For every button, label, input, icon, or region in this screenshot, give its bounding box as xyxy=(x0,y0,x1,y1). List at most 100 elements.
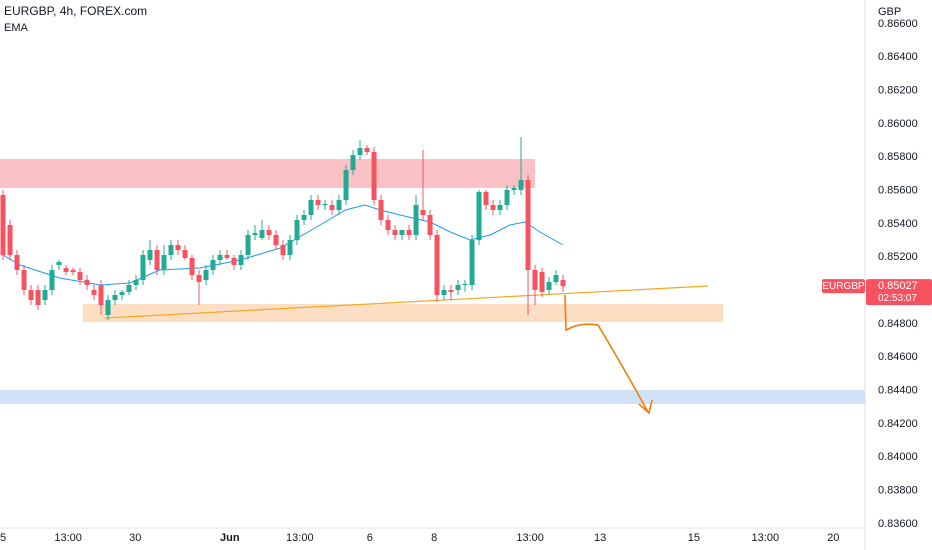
x-tick-label: 13:00 xyxy=(54,532,82,544)
candle-body xyxy=(483,192,489,205)
candle-body xyxy=(203,270,209,280)
plot-area xyxy=(0,137,865,404)
candle-body xyxy=(224,255,230,258)
candle-body xyxy=(469,240,475,285)
candle-body xyxy=(539,272,545,292)
candle-body xyxy=(70,270,76,272)
candle-body xyxy=(119,292,125,295)
candle-body xyxy=(252,233,258,235)
x-tick-label: 30 xyxy=(129,532,141,544)
candle-body xyxy=(126,285,132,292)
candle-body xyxy=(35,290,41,305)
candle-body xyxy=(399,230,405,235)
y-tick-label: 0.86400 xyxy=(878,51,918,63)
candle-body xyxy=(287,240,293,255)
candle-body xyxy=(0,195,6,255)
candle-body xyxy=(77,272,83,280)
candle-body xyxy=(301,215,307,220)
candle-body xyxy=(462,284,468,285)
chart-title: EURGBP, 4h, FOREX.com xyxy=(4,4,147,18)
x-tick-label: 13 xyxy=(594,532,606,544)
candle-body xyxy=(112,295,118,300)
candle-body xyxy=(357,148,363,155)
x-tick-label: 20 xyxy=(827,532,839,544)
candle-body xyxy=(84,280,90,285)
x-tick-label: 13:00 xyxy=(752,532,780,544)
candle-body xyxy=(504,190,510,205)
candle-body xyxy=(308,200,314,215)
candle-body xyxy=(315,200,321,205)
candle-body xyxy=(364,148,370,152)
candle-body xyxy=(140,255,146,280)
x-tick-label: Jun xyxy=(220,532,240,544)
zone xyxy=(82,304,724,322)
candle-body xyxy=(392,230,398,235)
arrow-head xyxy=(638,399,653,415)
candle-body xyxy=(161,255,167,270)
candle-body xyxy=(189,258,195,275)
candle-body xyxy=(7,225,13,255)
symbol-tag-text: EURGBP xyxy=(822,281,865,292)
y-tick-label: 0.84400 xyxy=(878,385,918,397)
candle-body xyxy=(329,205,335,210)
y-tick-label: 0.84600 xyxy=(878,351,918,363)
candle-body xyxy=(455,285,461,290)
candle-body xyxy=(238,255,244,265)
candle-body xyxy=(448,290,454,292)
candle-body xyxy=(420,210,426,215)
y-tick-label: 0.84800 xyxy=(878,318,918,330)
candle-body xyxy=(217,255,223,260)
y-tick-label: 0.85600 xyxy=(878,185,918,197)
candle-body xyxy=(98,285,104,305)
x-tick-label: 13:00 xyxy=(516,532,544,544)
candle-body xyxy=(476,192,482,240)
candle-body xyxy=(105,300,111,315)
candle-body xyxy=(553,275,559,282)
candle-body xyxy=(371,152,377,200)
y-tick-label: 0.85800 xyxy=(878,151,918,163)
candle-body xyxy=(378,200,384,220)
y-tick-label: 0.86000 xyxy=(878,118,918,130)
zone xyxy=(0,390,865,404)
candle-body xyxy=(133,280,139,285)
projection-arrow xyxy=(564,294,649,413)
candle-body xyxy=(532,270,538,290)
candle-body xyxy=(518,180,524,190)
candle-body xyxy=(560,280,566,287)
candle-body xyxy=(245,235,251,255)
candle-body xyxy=(168,245,174,255)
candle-body xyxy=(406,230,412,235)
candle-body xyxy=(511,188,517,190)
candle-body xyxy=(525,180,531,270)
candle-body xyxy=(497,205,503,210)
y-tick-label: 0.86600 xyxy=(878,18,918,30)
candle-body xyxy=(336,200,342,210)
candle-body xyxy=(273,235,279,245)
y-tick-label: 0.83800 xyxy=(878,485,918,497)
candle-body xyxy=(42,290,48,300)
candle-body xyxy=(182,250,188,258)
candle-body xyxy=(28,290,34,300)
candle-body xyxy=(266,230,272,235)
y-tick-label: 0.84200 xyxy=(878,418,918,430)
candle-body xyxy=(175,245,181,250)
candle-body xyxy=(259,230,265,238)
candle-body xyxy=(322,204,328,205)
trend-line xyxy=(105,285,708,319)
candle-body xyxy=(56,262,62,265)
price-tag xyxy=(866,279,932,306)
ema-line xyxy=(2,204,564,286)
candle-body xyxy=(63,268,69,272)
x-tick-label: 15 xyxy=(688,532,700,544)
candle-body xyxy=(427,215,433,235)
y-tick-label: 0.85200 xyxy=(878,251,918,263)
candle-body xyxy=(546,282,552,290)
candle-body xyxy=(49,270,55,290)
candle-body xyxy=(434,235,440,295)
candle-body xyxy=(385,220,391,230)
x-tick-label: 8 xyxy=(431,532,437,544)
x-tick-label: 5 xyxy=(0,532,6,544)
x-tick-label: 13:00 xyxy=(286,532,314,544)
candle-body xyxy=(154,250,160,270)
candle-body xyxy=(91,290,97,295)
